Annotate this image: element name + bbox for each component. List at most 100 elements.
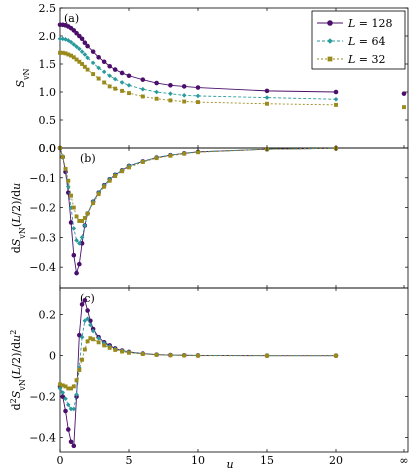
panel-a-ylabel: SvN	[14, 68, 31, 87]
data-point-L128	[71, 252, 77, 258]
data-point-L64	[90, 328, 96, 334]
data-point-L32	[107, 345, 112, 350]
legend-label-L128: L = 128	[347, 17, 393, 30]
data-point-L64	[63, 37, 68, 42]
data-point-L32	[77, 219, 82, 223]
data-point-L32	[154, 156, 159, 161]
legend-marker-L64	[327, 38, 333, 44]
data-point-L128	[90, 49, 96, 54]
panel-c-yticks: 0.2 0 −0.2 −0.4	[29, 309, 408, 445]
data-point-L32	[140, 352, 145, 356]
data-point-L64	[333, 96, 339, 102]
data-point-L32	[168, 353, 173, 358]
y-tick-label: 0.2	[39, 309, 57, 322]
data-point-L64	[65, 184, 71, 190]
data-point-L64	[154, 89, 159, 95]
data-point-L128	[79, 36, 85, 42]
y-tick-label: 0	[49, 350, 56, 363]
data-point-L32	[107, 84, 112, 89]
legend-label-L64: L = 64	[347, 35, 386, 48]
data-point-L32	[80, 357, 85, 362]
data-point-L32	[102, 343, 107, 348]
data-point-L128	[333, 89, 339, 95]
data-point-L32	[196, 353, 200, 358]
data-point-L32	[127, 91, 131, 96]
data-point-L64	[140, 86, 146, 92]
data-point-L32	[120, 349, 125, 354]
data-point-L64	[74, 44, 79, 49]
data-point-L128	[82, 298, 88, 303]
data-point-L64	[74, 392, 79, 397]
data-point-L64	[71, 42, 77, 47]
panel-b-frame	[59, 147, 409, 289]
data-point-L32	[107, 178, 112, 183]
x-axis-ticks: 0 5 10 15 20 ∞	[57, 8, 409, 467]
data-point-L64	[181, 93, 187, 98]
data-point-L128	[85, 308, 90, 313]
data-point-L128	[63, 408, 68, 414]
data-point-L128	[79, 241, 85, 246]
y-tick-label: 1.5	[39, 58, 57, 71]
data-point-L32	[63, 51, 68, 56]
data-point-L32	[113, 86, 118, 91]
data-point-L32	[102, 184, 107, 189]
data-point-L128	[168, 82, 173, 88]
x-tick-label: 20	[329, 454, 343, 467]
data-point-L32	[334, 353, 338, 358]
data-point-L32	[113, 174, 118, 178]
data-point-L32	[96, 340, 101, 345]
y-tick-label: 0.0	[39, 142, 57, 155]
data-point-L32	[60, 154, 65, 159]
data-point-L64	[82, 223, 88, 228]
data-point-inf-L128	[401, 91, 407, 96]
data-point-L128	[77, 332, 82, 338]
data-point-L32	[120, 169, 125, 174]
data-point-L128	[126, 73, 132, 79]
legend-items: L = 128 L = 64 L = 32	[317, 17, 393, 66]
data-point-L128	[79, 302, 85, 307]
data-point-L128	[119, 70, 125, 76]
y-tick-label: −0.4	[29, 432, 56, 445]
panel-c-frame	[59, 287, 409, 453]
x-tick-label: 5	[126, 454, 133, 467]
data-point-L64	[96, 335, 101, 341]
data-point-L32	[77, 368, 82, 372]
data-point-L64	[79, 235, 85, 240]
series-line-L32	[59, 147, 337, 222]
x-tick-label: 10	[191, 454, 205, 467]
data-point-L128	[71, 28, 77, 33]
data-point-L32	[96, 76, 101, 81]
data-point-L64	[79, 334, 85, 340]
data-point-L128	[140, 77, 146, 82]
data-point-L32	[69, 386, 73, 391]
data-point-L64	[90, 60, 96, 66]
data-point-L64	[85, 316, 90, 322]
data-point-L32	[102, 80, 107, 85]
panel-a-plot	[57, 22, 407, 110]
data-point-L64	[264, 95, 270, 100]
data-point-L32	[196, 100, 200, 105]
data-point-L32	[71, 55, 76, 60]
data-point-L64	[82, 52, 88, 57]
y-tick-label: 0.0	[39, 142, 57, 155]
data-point-L32	[182, 151, 187, 156]
data-point-L64	[88, 322, 93, 328]
data-point-L128	[96, 54, 101, 60]
data-point-L64	[79, 49, 85, 54]
series-line-L64	[60, 38, 337, 100]
data-point-L32	[91, 201, 96, 206]
series-line-L128	[59, 147, 337, 274]
data-point-L64	[57, 36, 63, 42]
data-point-L32	[82, 64, 87, 69]
data-point-L32	[63, 166, 68, 171]
data-point-L32	[58, 50, 62, 55]
data-point-L32	[168, 153, 173, 158]
data-point-L128	[112, 67, 118, 72]
legend-marker-L128	[327, 20, 333, 26]
data-point-L32	[60, 383, 65, 388]
data-point-L32	[74, 57, 79, 62]
panel-c-plot	[57, 298, 339, 449]
legend-box	[311, 10, 406, 70]
data-point-L128	[154, 80, 159, 86]
data-point-L64	[71, 226, 77, 231]
